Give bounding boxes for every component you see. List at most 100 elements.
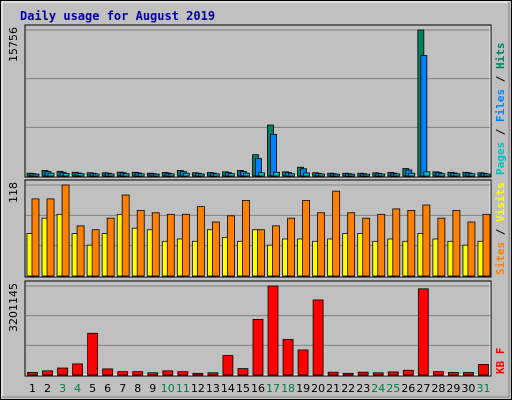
bar-kb-f-day-20	[312, 299, 324, 376]
legend-separator: /	[494, 122, 507, 142]
bar-kb-f-day-9	[147, 372, 159, 376]
legend-entry-sites: Sites	[494, 242, 507, 275]
bar-kb-f-day-19	[297, 349, 309, 376]
legend-entry-files: Files	[494, 89, 507, 122]
bar-kb-f-day-17	[267, 285, 279, 376]
bar-kb-f-day-5	[87, 332, 99, 376]
bar-pages-day-12	[197, 173, 205, 177]
bar-pages-day-11	[182, 172, 190, 177]
x-tick-day-5: 5	[89, 382, 96, 395]
bar-kb-f-day-27	[417, 288, 429, 376]
bar-kb-f-day-12	[192, 372, 204, 376]
x-tick-day-20: 20	[311, 382, 325, 395]
panel-kbytes-ymax: 3201145	[7, 283, 20, 332]
bar-kb-f-day-26	[402, 369, 414, 376]
bar-kb-f-day-18	[282, 339, 294, 376]
bar-pages-day-18	[288, 173, 295, 177]
bar-pages-day-7	[122, 173, 130, 177]
bar-kb-f-day-25	[387, 371, 399, 376]
x-tick-day-22: 22	[341, 382, 355, 395]
bar-pages-day-19	[303, 172, 310, 177]
bar-kb-f-day-31	[478, 364, 489, 376]
bar-sites-day-25	[392, 208, 401, 277]
bar-pages-day-8	[137, 173, 145, 177]
x-tick-day-18: 18	[281, 382, 295, 395]
bar-pages-day-17	[273, 171, 280, 177]
x-tick-day-19: 19	[296, 382, 310, 395]
bar-kb-f-day-1	[27, 372, 38, 376]
bar-kb-f-day-7	[117, 371, 129, 376]
bar-sites-day-15	[242, 200, 250, 277]
bar-pages-day-29	[453, 173, 461, 177]
bar-kb-f-day-13	[207, 372, 219, 376]
x-tick-day-9: 9	[149, 382, 156, 395]
bar-sites-day-26	[407, 210, 416, 277]
bar-kb-f-day-10	[162, 370, 174, 376]
x-tick-day-3: 3	[59, 382, 66, 395]
bar-sites-day-27	[422, 204, 431, 277]
bar-sites-day-5	[91, 229, 100, 277]
bar-sites-day-29	[452, 210, 461, 277]
bar-sites-day-20	[317, 212, 326, 277]
bar-sites-day-11	[181, 213, 190, 277]
x-tick-day-21: 21	[326, 382, 340, 395]
x-tick-day-4: 4	[74, 382, 81, 395]
bar-pages-day-23	[363, 173, 371, 177]
bar-pages-day-10	[167, 173, 175, 177]
bar-sites-day-31	[482, 213, 491, 277]
panel-hits-files-pages-legend: Pages / Files / Hits	[494, 43, 507, 176]
bar-sites-day-9	[151, 212, 160, 277]
bar-pages-day-3	[62, 173, 70, 177]
bar-kb-f-day-24	[372, 372, 384, 376]
bar-kb-f-day-11	[177, 371, 189, 376]
x-tick-day-16: 16	[251, 382, 265, 395]
bar-sites-day-17	[272, 225, 280, 277]
bar-pages-day-13	[212, 173, 220, 177]
bar-sites-day-10	[166, 213, 175, 277]
x-tick-day-15: 15	[236, 382, 250, 395]
x-tick-day-26: 26	[401, 382, 415, 395]
x-tick-day-28: 28	[431, 382, 445, 395]
bar-sites-day-14	[227, 215, 235, 277]
bar-pages-day-6	[107, 173, 115, 177]
bar-pages-day-24	[378, 173, 386, 177]
bar-sites-day-3	[61, 184, 70, 277]
x-tick-day-13: 13	[206, 382, 220, 395]
bar-sites-day-12	[196, 206, 205, 277]
bar-files-day-27	[420, 55, 428, 177]
bar-pages-day-27	[423, 171, 431, 177]
bar-sites-day-22	[347, 212, 356, 277]
bar-sites-day-28	[437, 217, 446, 277]
bar-sites-day-1	[31, 198, 40, 277]
bar-pages-day-28	[438, 173, 446, 177]
bar-pages-day-4	[77, 173, 85, 177]
bar-pages-day-31	[483, 173, 491, 177]
bar-pages-day-1	[32, 173, 40, 177]
x-tick-day-17: 17	[266, 382, 280, 395]
x-tick-day-2: 2	[44, 382, 51, 395]
bar-kb-f-day-3	[57, 367, 68, 376]
bar-pages-day-22	[348, 173, 356, 177]
bar-pages-day-15	[243, 172, 250, 177]
bar-kb-f-day-4	[72, 363, 83, 376]
bar-kb-f-day-16	[252, 318, 264, 376]
bar-kb-f-day-30	[463, 372, 474, 376]
x-tick-day-25: 25	[386, 382, 400, 395]
bar-sites-day-30	[467, 221, 476, 277]
x-tick-day-8: 8	[134, 382, 141, 395]
bar-kb-f-day-29	[448, 372, 459, 376]
bar-pages-day-25	[393, 173, 401, 177]
bar-kb-f-day-15	[237, 368, 249, 376]
x-tick-day-12: 12	[191, 382, 205, 395]
bar-sites-day-13	[211, 221, 220, 277]
legend-separator: /	[494, 222, 507, 242]
bar-sites-day-19	[302, 200, 310, 277]
bar-kb-f-day-23	[357, 371, 369, 376]
bar-pages-day-30	[468, 173, 476, 177]
bar-pages-day-16	[258, 172, 265, 177]
bar-kb-f-day-2	[42, 370, 53, 376]
x-tick-day-1: 1	[29, 382, 36, 395]
x-tick-day-31: 31	[476, 382, 490, 395]
